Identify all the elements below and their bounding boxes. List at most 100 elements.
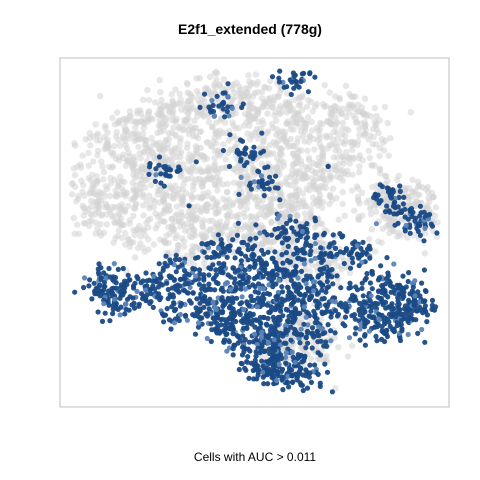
cell-point-below-threshold [339,119,347,127]
cell-point-below-threshold [339,200,346,208]
cell-point-below-threshold [198,168,206,175]
cell-point-below-threshold [315,159,323,166]
cell-point-above-threshold [230,265,236,271]
cell-point-below-threshold [329,185,337,192]
cell-point-above-threshold [376,316,382,323]
cell-point-below-threshold [166,184,173,192]
cell-point-below-threshold [350,112,357,119]
cell-point-below-threshold [181,120,188,127]
cell-point-above-threshold [363,275,369,281]
cell-point-above-threshold [384,185,390,191]
cell-point-above-threshold [124,281,130,288]
cell-point-above-threshold [285,318,291,324]
cell-point-above-threshold [254,274,260,280]
cell-point-above-threshold [323,339,329,345]
cell-point-below-threshold [150,204,157,211]
cell-point-below-threshold [160,237,167,244]
cell-point-above-threshold [214,315,220,321]
cell-point-above-threshold [319,311,326,317]
cell-point-above-threshold [241,150,247,156]
cell-point-below-threshold [68,191,76,198]
cell-point-above-threshold [248,293,254,299]
cell-point-above-threshold [316,300,322,306]
cell-point-above-threshold [164,280,170,286]
cell-point-above-threshold [422,288,428,294]
cell-point-below-threshold [133,227,140,234]
cell-point-below-threshold [214,187,221,194]
cell-point-above-threshold [362,309,368,315]
cell-point-below-threshold [315,154,323,161]
cell-point-above-threshold [193,159,199,165]
cell-point-below-threshold [215,224,222,231]
cell-point-above-threshold [253,317,259,323]
cell-point-above-threshold [389,284,396,290]
cell-point-above-threshold [292,78,298,84]
cell-point-below-threshold [173,203,181,210]
cell-point-above-threshold [266,358,272,364]
cell-point-above-threshold [285,285,291,291]
cell-point-above-threshold [273,173,279,179]
cell-point-above-threshold [329,298,335,304]
cell-point-above-threshold [321,230,327,236]
cell-point-above-threshold [134,288,140,294]
cell-point-above-threshold [417,293,423,299]
cell-point-above-threshold [396,194,402,201]
cell-point-below-threshold [110,142,118,150]
cell-point-below-threshold [123,189,131,196]
cell-point-below-threshold [317,166,324,173]
cell-point-above-threshold [325,268,331,274]
cell-point-above-threshold [304,273,310,279]
cell-point-above-threshold [227,132,233,138]
cell-point-above-threshold [334,313,341,319]
cell-point-below-threshold [71,183,79,190]
cell-point-below-threshold [214,199,221,206]
cell-point-above-threshold [363,300,369,306]
cell-point-above-threshold [259,177,265,183]
cell-point-above-threshold [296,336,302,342]
cell-point-above-threshold [184,317,190,323]
cell-point-below-threshold [180,243,188,250]
cell-point-below-threshold [194,144,201,152]
cell-point-above-threshold [407,315,413,321]
cell-point-above-threshold [325,302,331,308]
cell-point-below-threshold [116,212,123,219]
cell-point-above-threshold [312,362,318,368]
cell-point-below-threshold [152,99,159,106]
cell-point-below-threshold [177,135,184,142]
cell-point-above-threshold [238,360,244,366]
cell-point-below-threshold [267,77,274,85]
cell-point-above-threshold [412,218,418,224]
cell-point-above-threshold [224,348,230,354]
cell-point-below-threshold [304,147,311,155]
cell-point-above-threshold [364,246,371,252]
cell-point-below-threshold [90,158,97,165]
cell-point-above-threshold [311,283,317,290]
cell-point-above-threshold [111,261,117,267]
cell-point-above-threshold [270,363,276,370]
cell-point-above-threshold [279,252,285,258]
cell-point-below-threshold [316,197,323,204]
cell-point-above-threshold [176,317,182,324]
cell-point-above-threshold [389,187,395,193]
cell-point-below-threshold [184,140,191,147]
cell-point-below-threshold [266,98,273,105]
cell-point-above-threshold [341,260,347,267]
cell-point-below-threshold [194,135,202,142]
cell-point-below-threshold [343,149,350,156]
cell-point-above-threshold [236,366,242,373]
cell-point-above-threshold [208,266,214,272]
cell-point-above-threshold [276,75,282,81]
cell-point-above-threshold [311,334,317,340]
cell-point-below-threshold [328,121,335,128]
cell-point-above-threshold [218,322,224,328]
cell-point-below-threshold [303,215,310,223]
cell-point-above-threshold [429,302,435,308]
cell-point-above-threshold [126,307,132,313]
cell-point-below-threshold [206,73,214,81]
cell-point-above-threshold [387,193,393,199]
cell-point-above-threshold [176,164,182,170]
cell-point-above-threshold [231,342,237,348]
cell-point-below-threshold [258,95,266,102]
cell-point-above-threshold [380,286,386,292]
cell-point-below-threshold [246,136,254,143]
